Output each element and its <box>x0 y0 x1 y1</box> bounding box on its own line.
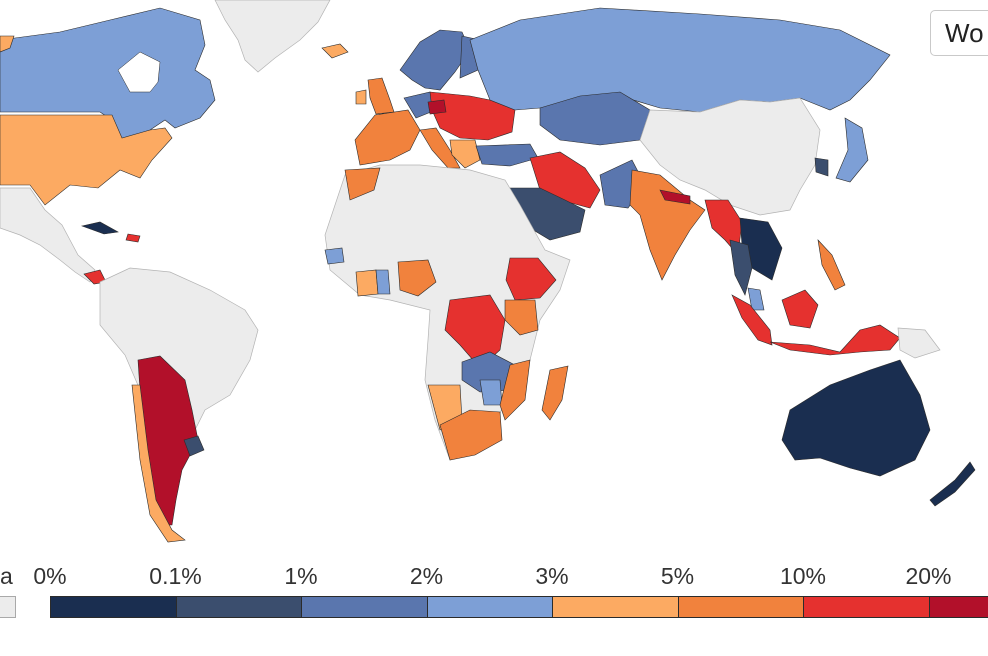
legend-tick-7: 20% <box>905 563 952 589</box>
ethiopia[interactable] <box>505 257 557 301</box>
legend-tick-2: 1% <box>284 563 318 589</box>
legend-tick-4: 3% <box>535 563 569 589</box>
mozambique[interactable] <box>499 359 531 421</box>
indonesia-sumatra[interactable] <box>731 294 773 346</box>
legend-tick-3: 2% <box>409 563 444 589</box>
united-kingdom[interactable] <box>367 77 395 115</box>
legend-tick-1: 0.1% <box>149 563 202 589</box>
cote-divoire[interactable] <box>355 269 379 297</box>
turkey[interactable] <box>475 143 539 167</box>
haiti[interactable] <box>125 233 141 243</box>
czechia[interactable] <box>427 99 447 115</box>
legend-bin-3[interactable] <box>426 596 552 618</box>
madagascar[interactable] <box>541 365 569 421</box>
botswana[interactable] <box>479 379 503 406</box>
nigeria[interactable] <box>397 259 437 297</box>
legend-bin-6[interactable] <box>803 596 929 618</box>
morocco[interactable] <box>344 167 381 201</box>
legend-bin-1[interactable] <box>175 596 301 618</box>
central-europe[interactable] <box>429 91 516 141</box>
indonesia-borneo[interactable] <box>781 289 819 329</box>
kenya-tanzania[interactable] <box>504 299 539 336</box>
norway-sweden[interactable] <box>399 29 471 91</box>
united-states[interactable] <box>0 114 173 206</box>
legend-bin-5[interactable] <box>677 596 803 618</box>
china[interactable] <box>639 97 821 216</box>
legend-bin-4[interactable] <box>552 596 678 618</box>
greenland[interactable] <box>214 0 331 73</box>
south-africa[interactable] <box>439 409 503 461</box>
australia[interactable] <box>781 359 931 477</box>
indonesia-east[interactable] <box>769 324 901 356</box>
balkans[interactable] <box>449 139 481 169</box>
legend-tick-0: 0% <box>33 563 67 589</box>
papua-new-guinea[interactable] <box>897 327 941 359</box>
uruguay[interactable] <box>183 435 205 457</box>
nepal[interactable] <box>659 189 691 205</box>
hudson-bay <box>117 51 161 93</box>
cuba[interactable] <box>80 221 119 235</box>
japan[interactable] <box>835 117 869 183</box>
malaysia[interactable] <box>747 287 765 311</box>
iceland[interactable] <box>321 43 349 59</box>
world-map-svg <box>0 0 976 543</box>
philippines[interactable] <box>817 239 846 291</box>
region-select-label: Wo <box>945 18 984 48</box>
legend-no-data-label: a <box>0 563 13 589</box>
world-map[interactable] <box>0 0 988 560</box>
india[interactable] <box>629 169 706 281</box>
ireland[interactable] <box>355 89 367 105</box>
russia[interactable] <box>469 7 891 113</box>
chile[interactable] <box>131 384 186 543</box>
legend-no-data-swatch[interactable] <box>0 596 16 618</box>
ghana[interactable] <box>375 269 391 295</box>
alaska[interactable] <box>0 35 15 53</box>
south-korea[interactable] <box>814 157 829 177</box>
legend-bin-2[interactable] <box>301 596 427 618</box>
new-zealand[interactable] <box>929 461 976 507</box>
region-select[interactable]: Wo <box>930 10 988 56</box>
legend-bin-0[interactable] <box>50 596 176 618</box>
italy[interactable] <box>419 127 461 169</box>
legend-bin-7[interactable] <box>928 596 988 618</box>
legend-tick-6: 10% <box>779 563 827 589</box>
france-iberia[interactable] <box>354 109 421 166</box>
senegal-area[interactable] <box>324 247 345 265</box>
legend-tick-5: 5% <box>660 563 695 589</box>
thailand[interactable] <box>729 239 753 296</box>
